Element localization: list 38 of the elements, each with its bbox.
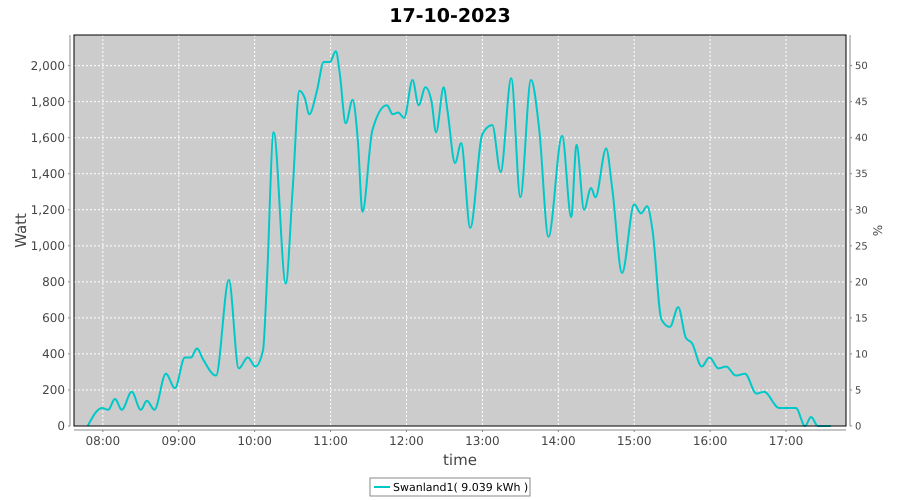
x-tick-label: 12:00 [389, 434, 424, 448]
y-tick-label: 800 [42, 275, 65, 290]
y-tick-label: 200 [42, 383, 65, 398]
y2-tick-label: 15 [855, 313, 868, 324]
y-tick-label: 1,400 [30, 166, 65, 181]
x-tick-label: 11:00 [313, 434, 348, 448]
y2-tick-label: 40 [855, 133, 868, 144]
y2-tick-label: 20 [855, 277, 868, 288]
x-tick-label: 13:00 [465, 434, 500, 448]
y-tick-label: 1,600 [30, 130, 65, 145]
x-tick-label: 09:00 [161, 434, 196, 448]
y2-tick-label: 0 [855, 422, 862, 432]
x-tick-label: 08:00 [86, 434, 120, 448]
x-tick-label: 16:00 [692, 434, 728, 448]
y-tick-label: 1,200 [30, 202, 65, 217]
y2-tick-label: 50 [855, 61, 868, 72]
y2-tick-label: 30 [855, 205, 868, 216]
y-tick-label: 1,800 [30, 94, 65, 109]
y-tick-label: 400 [42, 347, 65, 362]
x-tick-label: 17:00 [768, 434, 804, 448]
x-tick-label: 15:00 [616, 434, 652, 448]
x-tick-label: 14:00 [541, 434, 576, 448]
y-tick-label: 600 [42, 311, 65, 326]
legend-label: Swanland1( 9.039 kWh ) [393, 480, 528, 494]
y2-tick-label: 45 [855, 97, 868, 108]
chart-title: 17-10-2023 [389, 5, 511, 27]
y2-tick-label: 10 [855, 349, 868, 360]
y2-tick-label: 5 [855, 385, 862, 396]
y-axis-title: Watt [12, 212, 30, 248]
line-series [86, 50, 832, 427]
y2-axis-title: % [871, 224, 885, 236]
y2-tick-label: 35 [855, 169, 868, 180]
y2-tick-label: 25 [855, 241, 868, 252]
y-tick-label: 1,000 [30, 239, 65, 254]
y-tick-label: 2,000 [30, 58, 65, 73]
x-axis-title: time [443, 451, 477, 469]
x-tick-label: 10:00 [237, 434, 272, 448]
y-tick-label: 0 [57, 419, 65, 434]
